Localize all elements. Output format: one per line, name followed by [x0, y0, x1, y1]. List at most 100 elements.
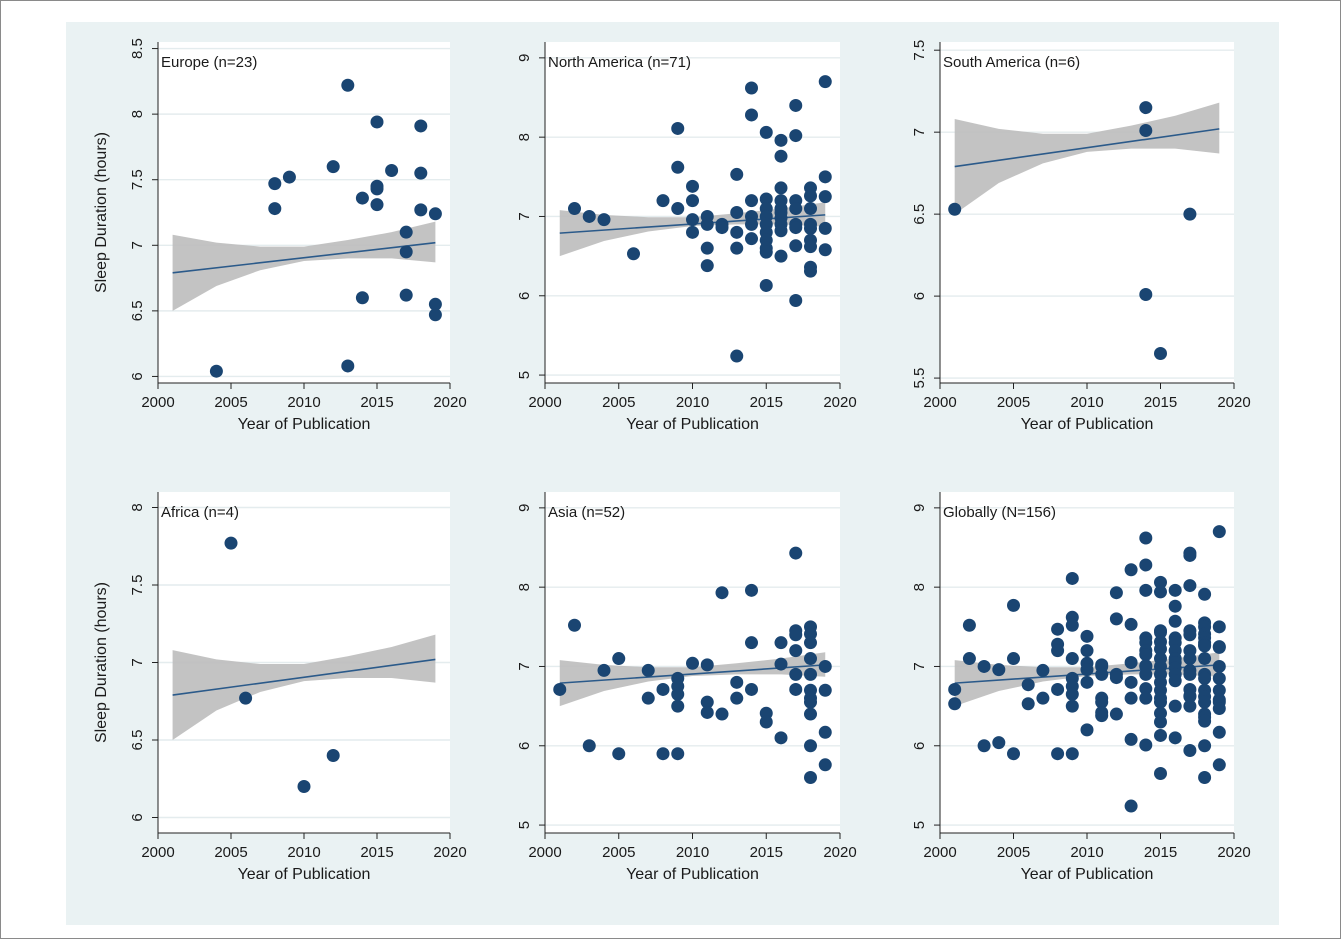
data-point: [414, 166, 428, 180]
data-point: [745, 81, 758, 95]
panel-title: Europe (n=23): [161, 54, 257, 71]
x-tick-label: 2010: [1070, 844, 1103, 861]
data-point: [385, 164, 399, 178]
y-tick-label: 9: [516, 54, 533, 62]
y-tick-label: 5: [911, 821, 928, 829]
panel-title: Africa (n=4): [161, 504, 239, 521]
x-tick-label: 2020: [1217, 844, 1250, 861]
data-point: [818, 243, 832, 257]
y-tick-label: 5: [516, 371, 533, 379]
data-point: [399, 225, 413, 239]
data-point: [1007, 747, 1020, 761]
data-point: [1051, 682, 1065, 696]
data-point: [370, 198, 384, 212]
data-point: [804, 739, 817, 753]
data-point: [1183, 548, 1197, 562]
data-point: [1183, 207, 1197, 221]
data-point: [428, 297, 442, 311]
y-tick-label: 8: [516, 583, 533, 591]
x-tick-label: 2000: [141, 844, 174, 861]
data-point: [977, 739, 991, 753]
data-point: [1124, 799, 1138, 813]
data-point: [1036, 663, 1050, 677]
data-point: [224, 536, 238, 550]
data-point: [745, 232, 758, 246]
x-tick-label: 2015: [750, 394, 783, 411]
y-tick-label: 6: [516, 742, 533, 750]
x-tick-label: 2005: [214, 394, 247, 411]
data-point: [804, 221, 817, 235]
data-point: [948, 682, 962, 696]
data-point: [1198, 714, 1212, 728]
data-point: [1212, 671, 1226, 685]
data-point: [759, 245, 773, 259]
data-point: [1124, 617, 1138, 631]
y-tick-label: 6.5: [129, 300, 146, 321]
data-point: [1212, 683, 1226, 697]
data-point: [730, 675, 744, 689]
data-point: [774, 224, 788, 238]
y-tick-label: 6: [129, 813, 146, 821]
x-tick-label: 2000: [923, 844, 956, 861]
data-point: [700, 658, 714, 672]
x-axis-title: Year of Publication: [626, 866, 759, 883]
data-point: [759, 715, 773, 729]
data-point: [1198, 671, 1212, 685]
data-point: [700, 259, 714, 273]
data-point: [745, 682, 758, 696]
data-point: [1168, 583, 1182, 597]
data-point: [1154, 585, 1167, 599]
x-axis-title: Year of Publication: [1021, 866, 1154, 883]
y-tick-label: 6: [129, 372, 146, 380]
confidence-band: [172, 221, 436, 311]
data-point: [428, 308, 442, 322]
data-point: [700, 241, 714, 255]
y-tick-label: 8: [129, 503, 146, 511]
data-point: [818, 683, 832, 697]
data-point: [1183, 579, 1197, 593]
data-point: [268, 177, 282, 191]
x-tick-label: 2015: [360, 394, 393, 411]
data-point: [1183, 699, 1197, 713]
data-point: [355, 191, 369, 205]
y-tick-label: 5: [516, 821, 533, 829]
data-point: [1095, 667, 1109, 681]
data-point: [1139, 124, 1153, 138]
data-point: [399, 245, 413, 259]
data-point: [1212, 525, 1226, 539]
y-tick-label: 7.5: [129, 169, 146, 190]
data-point: [804, 707, 817, 721]
x-tick-label: 2020: [433, 844, 466, 861]
data-point: [1139, 287, 1153, 301]
data-point: [789, 546, 803, 560]
data-point: [671, 202, 685, 216]
data-point: [326, 749, 340, 762]
data-point: [1212, 640, 1226, 654]
data-point: [1051, 622, 1065, 636]
data-point: [804, 636, 817, 650]
data-point: [789, 202, 803, 216]
data-point: [804, 202, 817, 216]
data-point: [671, 687, 685, 701]
data-point: [671, 747, 685, 761]
panel: 5 6 7 8 9 2000 2005 2010 2015 2020 Year of Publica…: [911, 492, 1251, 883]
data-point: [1198, 639, 1212, 653]
data-point: [730, 349, 744, 363]
data-point: [1036, 691, 1050, 705]
confidence-band: [172, 634, 436, 740]
y-tick-label: 8: [516, 133, 533, 141]
data-point: [355, 291, 369, 305]
data-point: [1124, 563, 1138, 577]
data-point: [818, 221, 832, 235]
data-point: [774, 149, 788, 163]
data-point: [1124, 691, 1138, 705]
confidence-band: [954, 102, 1220, 215]
data-point: [568, 202, 581, 216]
y-tick-label: 6.5: [129, 730, 146, 751]
data-point: [1124, 732, 1138, 746]
x-tick-label: 2005: [602, 394, 635, 411]
x-axis-title: Year of Publication: [238, 866, 371, 883]
data-point: [341, 78, 355, 92]
data-point: [209, 364, 223, 378]
panel: 5 6 7 8 9 2000 2005 2010 2015 2020 Year of Publica…: [516, 42, 857, 433]
